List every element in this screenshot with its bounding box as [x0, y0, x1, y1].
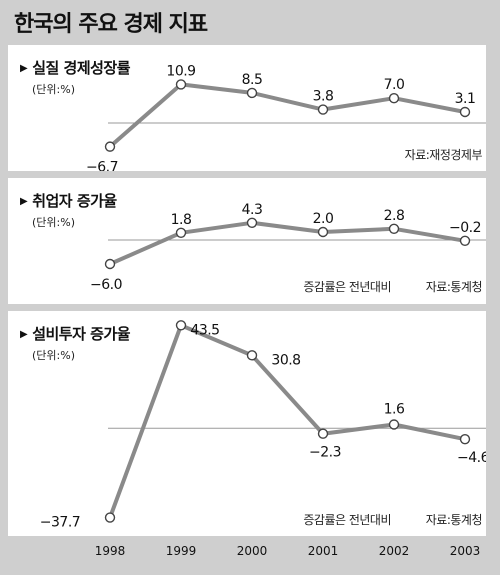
data-point-1999: [175, 227, 187, 238]
series-line: [109, 220, 466, 266]
x-tick-label-2002: 2002: [378, 544, 410, 558]
data-point-2002: [388, 223, 400, 234]
data-label-1998: −6.0: [90, 277, 122, 293]
data-label-1999: 10.9: [166, 63, 195, 79]
x-tick-label-1999: 1999: [165, 544, 197, 558]
data-label-2003: 3.1: [455, 91, 476, 107]
unit-label: (단위:%): [32, 349, 75, 362]
panel-title-investment-growth: ▶ 설비투자 증가율: [20, 323, 131, 344]
line-chart-gdp-growth: −6.7 10.9 8.5 3.8 7.0 3.1 자료:재정경제부: [86, 63, 486, 171]
data-label-2002: 2.8: [384, 208, 405, 224]
data-point-1999: [175, 320, 187, 331]
triangle-bullet-icon: ▶: [20, 196, 28, 207]
x-tick-label-2000: 2000: [236, 544, 268, 558]
data-label-2003: −0.2: [449, 220, 481, 236]
x-axis: 1998 1999 2000 2001 2002 2003: [0, 536, 500, 575]
panel-title-text: 취업자 증가율: [32, 192, 117, 210]
data-label-2003: −4.6: [457, 450, 486, 466]
data-point-2003: [459, 235, 471, 246]
x-tick-label-2001: 2001: [307, 544, 339, 558]
data-label-1999: 43.5: [190, 322, 219, 338]
data-point-2000: [246, 350, 258, 361]
data-point-1999: [175, 79, 187, 90]
triangle-bullet-icon: ▶: [20, 63, 28, 74]
note-0: 증감률은 전년대비: [303, 513, 391, 527]
data-point-2003: [459, 106, 471, 118]
data-label-2000: 30.8: [271, 352, 300, 368]
series-line: [108, 323, 466, 519]
panel-title-employment-growth: ▶ 취업자 증가율: [20, 190, 117, 211]
data-label-2002: 1.6: [384, 401, 405, 417]
data-point-1998: [104, 512, 116, 523]
note-0: 증감률은 전년대비: [303, 280, 391, 294]
data-point-2001: [317, 104, 329, 115]
data-label-2002: 7.0: [384, 77, 405, 93]
data-point-2000: [246, 87, 258, 99]
data-label-2000: 4.3: [242, 202, 263, 218]
x-tick-label-2003: 2003: [449, 544, 481, 558]
line-chart-investment-growth: −37.7 43.5 30.8 −2.3 1.6 −4.6 증감률은 전년대비 자료:통계청: [40, 320, 486, 531]
panel-investment-growth: ▶ 설비투자 증가율 (단위:%) −37.7 43.5 30.8 −2.3 1.6 −4.…: [8, 311, 486, 536]
data-label-2000: 8.5: [242, 72, 263, 88]
data-point-2000: [246, 217, 258, 228]
panel-gdp-growth: ▶ 실질 경제성장률 (단위:%) −6.7 10.9 8.5 3.8 7.0 3.1 자료:…: [8, 45, 486, 171]
data-point-2002: [388, 93, 400, 104]
series-line: [108, 82, 466, 149]
data-label-2001: 2.0: [313, 211, 334, 227]
data-point-2002: [388, 419, 400, 430]
panel-title-gdp-growth: ▶ 실질 경제성장률: [20, 57, 131, 78]
data-label-1998: −37.7: [40, 515, 80, 531]
unit-label: (단위:%): [32, 216, 75, 229]
chart-main-title: 한국의 주요 경제 지표: [14, 12, 208, 37]
note-0: 자료:재정경제부: [405, 148, 483, 162]
data-point-1998: [104, 258, 116, 270]
data-point-1998: [104, 141, 116, 152]
panel-employment-growth: ▶ 취업자 증가율 (단위:%) −6.0 1.8 4.3 2.0 2.8 −0.2 증감률은…: [8, 178, 486, 304]
x-tick-label-1998: 1998: [94, 544, 126, 558]
data-point-2001: [317, 428, 329, 439]
panel-title-text: 실질 경제성장률: [32, 59, 131, 77]
note-1: 자료:통계청: [426, 280, 482, 294]
data-label-1999: 1.8: [171, 212, 192, 228]
panel-title-text: 설비투자 증가율: [32, 325, 131, 343]
unit-label: (단위:%): [32, 83, 75, 96]
data-point-2003: [459, 433, 471, 445]
data-point-2001: [317, 226, 329, 238]
triangle-bullet-icon: ▶: [20, 329, 28, 340]
data-label-2001: −2.3: [309, 445, 341, 461]
note-1: 자료:통계청: [426, 513, 482, 527]
data-label-2001: 3.8: [313, 89, 334, 105]
line-chart-employment-growth: −6.0 1.8 4.3 2.0 2.8 −0.2 증감률은 전년대비 자료:통계청: [90, 202, 486, 294]
data-label-1998: −6.7: [86, 160, 118, 171]
